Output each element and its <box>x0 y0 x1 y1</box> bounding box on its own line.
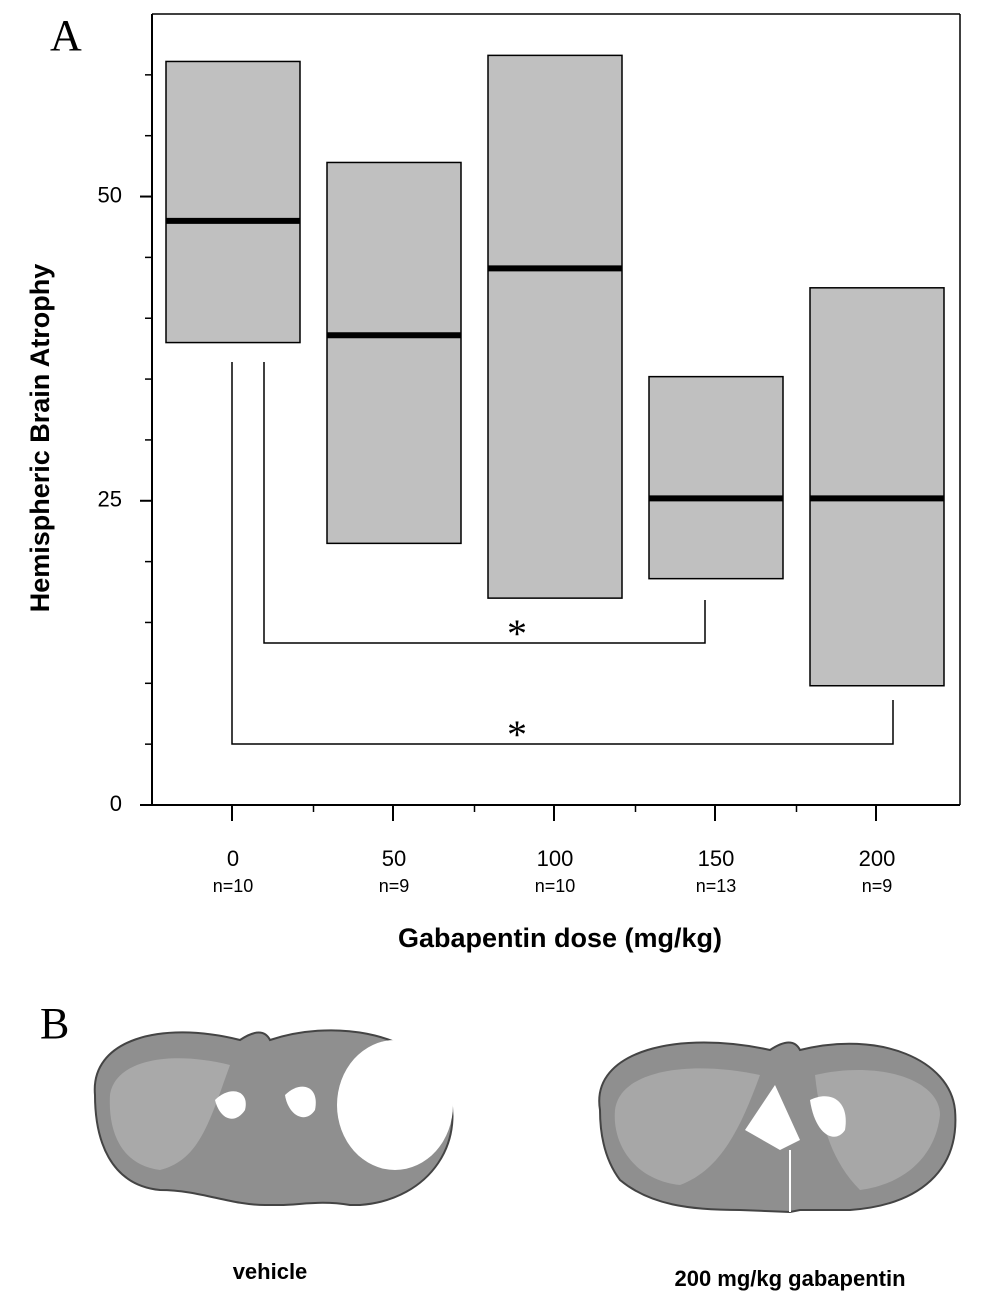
significance-bracket <box>231 362 894 745</box>
n-label: n=9 <box>379 876 410 896</box>
significance-label: * <box>507 611 527 656</box>
y-tick-label: 25 <box>98 487 122 512</box>
n-label: n=9 <box>862 876 893 896</box>
n-label: n=10 <box>213 876 254 896</box>
brain-image-vehicle <box>93 1029 454 1206</box>
panel-label: A <box>50 11 82 60</box>
brain-image-gabapentin <box>598 1041 957 1214</box>
x-tick-label: 0 <box>227 846 239 871</box>
box <box>648 375 784 580</box>
x-tick-label: 100 <box>537 846 574 871</box>
significance-bracket <box>263 362 706 644</box>
significance-label: * <box>507 712 527 757</box>
n-label: n=10 <box>535 876 576 896</box>
y-axis-title: Hemispheric Brain Atrophy <box>25 264 55 613</box>
x-tick-label: 50 <box>382 846 406 871</box>
x-tick-label: 150 <box>698 846 735 871</box>
box <box>487 54 623 599</box>
box <box>165 60 301 344</box>
y-tick-label: 50 <box>98 182 122 207</box>
image-caption: vehicle <box>233 1259 308 1284</box>
panel-label: B <box>40 999 69 1048</box>
y-tick-label: 0 <box>110 791 122 816</box>
image-caption: 200 mg/kg gabapentin <box>674 1266 905 1291</box>
box <box>809 287 945 687</box>
x-axis-title: Gabapentin dose (mg/kg) <box>398 923 722 953</box>
x-tick-label: 200 <box>859 846 896 871</box>
n-label: n=13 <box>696 876 737 896</box>
box <box>326 161 462 545</box>
plot-area <box>151 13 961 806</box>
